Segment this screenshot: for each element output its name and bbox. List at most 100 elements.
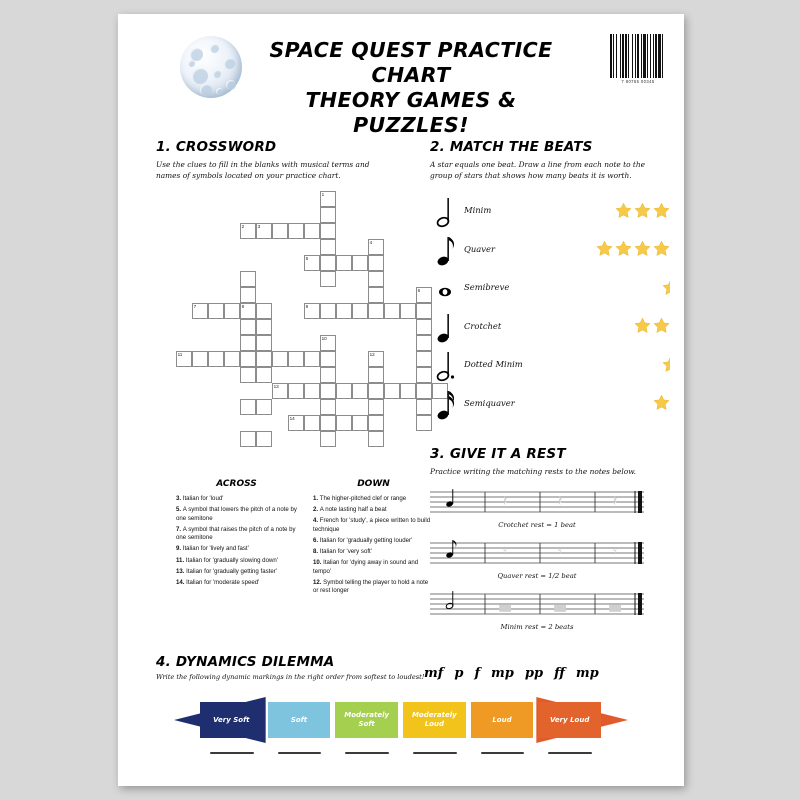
- crossword-cell[interactable]: [416, 367, 432, 383]
- crossword-cell[interactable]: [320, 255, 336, 271]
- rest-caption: Crotchet rest = 1 beat: [498, 520, 576, 529]
- dynamics-answer-line[interactable]: [210, 752, 254, 755]
- crossword-cell[interactable]: [368, 239, 384, 255]
- crossword-cell[interactable]: [336, 255, 352, 271]
- crossword-cell[interactable]: [352, 415, 368, 431]
- crossword-cell[interactable]: [400, 303, 416, 319]
- crossword-cell[interactable]: [320, 415, 336, 431]
- crossword-cell[interactable]: [368, 415, 384, 431]
- crossword-cell[interactable]: [288, 351, 304, 367]
- dynamics-answer-line[interactable]: [548, 752, 592, 755]
- crossword-cell[interactable]: [240, 319, 256, 335]
- crossword-cell[interactable]: [256, 303, 272, 319]
- dynamics-answer-line[interactable]: [413, 752, 457, 755]
- crossword-cell[interactable]: [240, 271, 256, 287]
- crossword-cell[interactable]: [400, 383, 416, 399]
- crossword-cell[interactable]: [176, 351, 192, 367]
- crossword-cell[interactable]: [352, 255, 368, 271]
- crossword-cell[interactable]: [368, 255, 384, 271]
- moon-crater: [210, 44, 219, 53]
- svg-text:𝄾: 𝄾: [613, 543, 617, 561]
- crossword-cell[interactable]: [240, 335, 256, 351]
- across-clue-list: 3. Italian for 'loud' 5. A symbol that lo…: [176, 495, 297, 587]
- crossword-cell[interactable]: [336, 383, 352, 399]
- crossword-cell[interactable]: [240, 223, 256, 239]
- crossword-cell[interactable]: [368, 271, 384, 287]
- crossword-cell[interactable]: [224, 351, 240, 367]
- crossword-cell[interactable]: [320, 223, 336, 239]
- crossword-cell[interactable]: [288, 415, 304, 431]
- crossword-cell[interactable]: [352, 303, 368, 319]
- crossword-cell[interactable]: [304, 223, 320, 239]
- dynamics-answer-lines[interactable]: [156, 750, 646, 760]
- crossword-cell[interactable]: [320, 383, 336, 399]
- crossword-cell[interactable]: [304, 351, 320, 367]
- crossword-cell[interactable]: [416, 287, 432, 303]
- crossword-cell[interactable]: [240, 399, 256, 415]
- crossword-cell[interactable]: [304, 255, 320, 271]
- crossword-cell[interactable]: [320, 431, 336, 447]
- crossword-cell[interactable]: [256, 319, 272, 335]
- dynamics-answer-line[interactable]: [277, 752, 322, 755]
- crossword-cell[interactable]: [288, 223, 304, 239]
- crossword-cell[interactable]: [416, 399, 432, 415]
- crossword-cell[interactable]: [320, 191, 336, 207]
- moon-crater: [213, 70, 221, 78]
- crossword-cell[interactable]: [256, 431, 272, 447]
- crossword-cell[interactable]: [208, 303, 224, 319]
- crossword-cell[interactable]: [416, 383, 432, 399]
- dynamics-answer-line[interactable]: [345, 752, 389, 755]
- crossword-cell[interactable]: [368, 383, 384, 399]
- crossword-cell[interactable]: [416, 303, 432, 319]
- crossword-cell[interactable]: [320, 351, 336, 367]
- crossword-cell[interactable]: [320, 207, 336, 223]
- crossword-cell[interactable]: [368, 303, 384, 319]
- crossword-cell[interactable]: [256, 399, 272, 415]
- crossword-cell[interactable]: [336, 415, 352, 431]
- crossword-cell[interactable]: [288, 383, 304, 399]
- crossword-cell[interactable]: [368, 351, 384, 367]
- crossword-cell[interactable]: [256, 351, 272, 367]
- crossword-cell[interactable]: [336, 303, 352, 319]
- crossword-cell[interactable]: [368, 431, 384, 447]
- crossword-cell[interactable]: [384, 303, 400, 319]
- crossword-cell[interactable]: [256, 223, 272, 239]
- crossword-cell[interactable]: [304, 383, 320, 399]
- crossword-cell[interactable]: [256, 335, 272, 351]
- crossword-cell[interactable]: [224, 303, 240, 319]
- crossword-cell[interactable]: [320, 367, 336, 383]
- crossword-cell[interactable]: [416, 351, 432, 367]
- crossword-grid[interactable]: 1 2 3 4 5 6 7 8 9 10 11 12 13 14: [176, 191, 448, 447]
- crossword-cell[interactable]: [272, 351, 288, 367]
- crossword-cell[interactable]: [320, 271, 336, 287]
- crossword-cell[interactable]: [240, 303, 256, 319]
- crossword-cell[interactable]: [368, 399, 384, 415]
- crossword-cell[interactable]: [320, 399, 336, 415]
- crossword-cell[interactable]: [320, 239, 336, 255]
- crossword-cell-number: 2: [241, 224, 245, 230]
- crossword-cell[interactable]: [304, 415, 320, 431]
- crossword-cell[interactable]: [416, 335, 432, 351]
- crossword-cell[interactable]: [320, 335, 336, 351]
- crossword-cell[interactable]: [272, 223, 288, 239]
- crossword-cell[interactable]: [304, 303, 320, 319]
- crossword-cell[interactable]: [368, 367, 384, 383]
- crossword-cell[interactable]: [416, 319, 432, 335]
- crossword-cell[interactable]: [240, 431, 256, 447]
- crossword-cell[interactable]: [240, 287, 256, 303]
- crossword-cell[interactable]: [352, 383, 368, 399]
- crossword-cell[interactable]: [256, 367, 272, 383]
- crossword-cell[interactable]: [192, 351, 208, 367]
- crossword-cell[interactable]: [320, 303, 336, 319]
- barcode-bar: [620, 34, 621, 78]
- crossword-cell[interactable]: [208, 351, 224, 367]
- crossword-cell[interactable]: [240, 351, 256, 367]
- down-heading: DOWN: [357, 479, 390, 489]
- crossword-cell[interactable]: [192, 303, 208, 319]
- crossword-cell[interactable]: [240, 367, 256, 383]
- crossword-cell[interactable]: [272, 383, 288, 399]
- crossword-cell[interactable]: [384, 383, 400, 399]
- crossword-cell[interactable]: [416, 415, 432, 431]
- crossword-cell[interactable]: [368, 287, 384, 303]
- dynamics-answer-line[interactable]: [480, 752, 525, 755]
